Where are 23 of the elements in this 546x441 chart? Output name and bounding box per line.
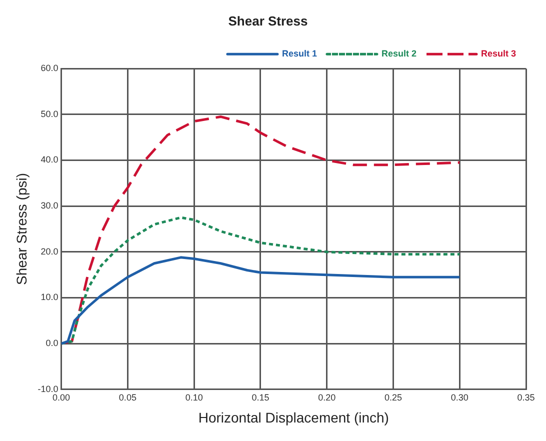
y-axis-title: Shear Stress (psi) <box>13 172 30 286</box>
x-tick-label: 0.15 <box>252 392 270 402</box>
text: Result 2 <box>381 48 416 59</box>
line-series <box>61 216 461 345</box>
x-tick-label: 0.20 <box>318 392 336 402</box>
chart-title: Shear Stress <box>228 13 308 28</box>
x-tick-label: 0.05 <box>118 392 136 402</box>
x-tick-label: 0.35 <box>517 392 535 402</box>
y-tick-label: 30.0 <box>40 200 58 211</box>
x-tick-label: 0.30 <box>450 392 468 402</box>
x-axis-title: Horizontal Displacement (inch) <box>198 409 389 426</box>
x-tick-label: 0.25 <box>384 392 402 402</box>
x-tick-label: 0.10 <box>185 392 203 402</box>
y-tick-label: 60.0 <box>40 63 58 74</box>
y-tick-label: 0.0 <box>46 338 58 348</box>
y-tick-label: -10.0 <box>38 384 58 394</box>
x-tick-label: 0.00 <box>52 392 70 402</box>
y-tick-label: 20.0 <box>40 246 58 256</box>
y-tick-label: 50.0 <box>40 108 58 119</box>
text: Result 3 <box>480 48 516 59</box>
y-tick-label: 10.0 <box>40 292 58 302</box>
text: Result 1 <box>282 48 317 59</box>
y-tick-label: 40.0 <box>40 154 58 165</box>
